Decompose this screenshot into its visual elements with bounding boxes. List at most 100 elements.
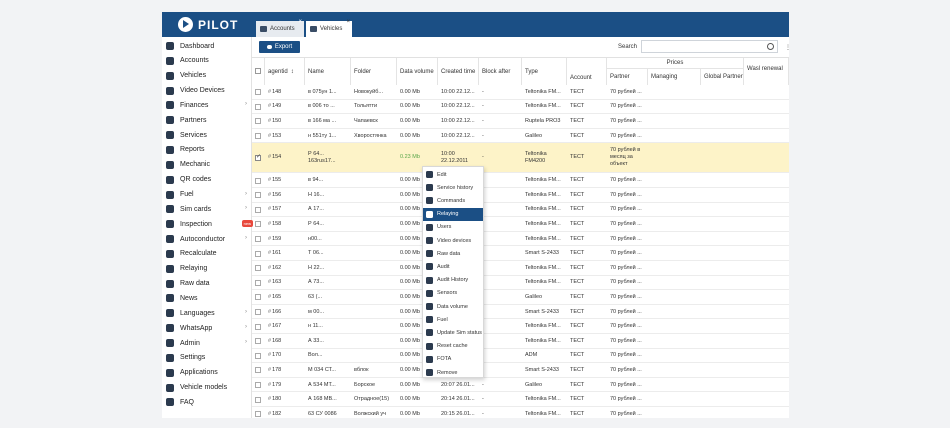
sidebar-item-services[interactable]: Services — [165, 128, 251, 142]
header-name[interactable]: Name — [305, 58, 351, 85]
sidebar-item-whatsapp[interactable]: WhatsApp › — [165, 321, 251, 335]
sidebar-item-vehicle-models[interactable]: Vehicle models — [165, 381, 251, 395]
table-row[interactable]: #150 в 166 ма ... Чапаевск 0.00 Mb 10:00 22.… — [252, 114, 789, 129]
table-row[interactable]: #182 63 СУ 0086 Волжский уч 0.00 Mb 20:15 26… — [252, 407, 789, 418]
header-managing[interactable]: Managing — [648, 69, 701, 85]
header-account[interactable]: Account — [570, 74, 592, 81]
sidebar-item-settings[interactable]: Settings — [165, 351, 251, 365]
sidebar-item-raw-data[interactable]: Raw data — [165, 277, 251, 291]
sidebar-item-autoconductor[interactable]: Autoconductor › — [165, 232, 251, 246]
menu-item-commands[interactable]: Commands — [423, 194, 483, 207]
header-global-partner[interactable]: Global Partner — [701, 69, 744, 85]
row-checkbox[interactable] — [255, 89, 261, 96]
sidebar-item-faq[interactable]: FAQ — [165, 395, 251, 409]
sort-icon[interactable]: ↕ — [290, 68, 294, 75]
search-input[interactable] — [641, 40, 778, 53]
row-checkbox[interactable] — [255, 192, 261, 199]
menu-item-relaying[interactable]: Relaying — [423, 207, 483, 221]
menu-item-audit-history[interactable]: Audit History — [423, 274, 483, 287]
tab-accounts[interactable]: Accounts × — [256, 19, 304, 37]
row-checkbox[interactable] — [255, 382, 261, 389]
sidebar-item-languages[interactable]: Languages › — [165, 306, 251, 320]
sidebar-item-partners[interactable]: Partners — [165, 113, 251, 127]
sidebar-item-applications[interactable]: Applications — [165, 366, 251, 380]
header-created-time[interactable]: Created time — [438, 58, 479, 85]
header-partner[interactable]: Partner — [607, 69, 648, 85]
table-row[interactable]: #148 в 075ун 1... Новокуйб... 0.00 Mb 10:00 … — [252, 85, 789, 100]
row-checkbox[interactable] — [255, 338, 261, 345]
sidebar-item-news[interactable]: News — [165, 291, 251, 305]
select-all-checkbox[interactable] — [255, 68, 261, 74]
sidebar-item-inspection[interactable]: Inspection new — [165, 217, 253, 231]
header-wasl-renewal[interactable]: Wasl renewal — [744, 58, 789, 85]
menu-item-data-volume[interactable]: Data volume — [423, 300, 483, 313]
row-checkbox[interactable] — [255, 265, 261, 272]
sidebar-item-recalculate[interactable]: Recalculate — [165, 247, 251, 261]
sidebar-item-mechanic[interactable]: Mechanic — [165, 158, 251, 172]
row-checkbox[interactable] — [255, 367, 261, 374]
header-agentid[interactable]: agentid ↕ — [265, 58, 305, 85]
sidebar-item-dashboard[interactable]: Dashboard — [165, 39, 251, 53]
menu-item-update-sim-status[interactable]: Update Sim status — [423, 326, 483, 339]
menu-item-service-history[interactable]: Service history — [423, 181, 483, 194]
sidebar-item-sim-cards[interactable]: Sim cards › — [165, 202, 251, 216]
menu-item-edit[interactable]: Edit — [423, 168, 483, 181]
tab-close-icon[interactable]: × — [346, 19, 350, 25]
menu-item-users[interactable]: Users — [423, 221, 483, 234]
menu-item-fuel[interactable]: Fuel — [423, 313, 483, 326]
menu-item-audit[interactable]: Audit — [423, 260, 483, 273]
header-type[interactable]: Type — [522, 58, 567, 85]
sidebar-item-reports[interactable]: Reports — [165, 143, 251, 157]
row-checkbox[interactable] — [255, 309, 261, 316]
sidebar-item-qr-codes[interactable]: QR codes — [165, 173, 251, 187]
row-checkbox[interactable] — [255, 133, 261, 140]
row-checkbox[interactable] — [255, 221, 261, 228]
row-checkbox[interactable] — [255, 250, 261, 257]
export-button[interactable]: Export — [259, 41, 300, 53]
row-checkbox[interactable] — [255, 396, 261, 403]
header-block-after[interactable]: Block after — [479, 58, 522, 85]
table-row[interactable]: #179 А 534 МТ... Борское 0.00 Mb 20:07 26.01… — [252, 378, 789, 393]
row-checkbox[interactable] — [255, 323, 261, 330]
sidebar-item-relaying[interactable]: Relaying — [165, 262, 251, 276]
row-checkbox[interactable] — [255, 103, 261, 110]
table-row[interactable]: #180 А 168 МВ... Отрадное(15) 0.00 Mb 20:14 … — [252, 392, 789, 407]
search-icon[interactable] — [767, 43, 774, 50]
header-folder[interactable]: Folder — [351, 58, 397, 85]
more-options-icon[interactable]: ⋮ — [785, 45, 789, 51]
tab-close-icon[interactable]: × — [298, 19, 302, 25]
menu-item-raw-data[interactable]: Raw data — [423, 247, 483, 260]
row-checkbox[interactable] — [255, 118, 261, 125]
row-checkbox[interactable] — [255, 279, 261, 286]
sidebar-item-finances[interactable]: Finances › — [165, 98, 251, 112]
tab-vehicles[interactable]: Vehicles × — [306, 19, 352, 37]
menu-item-reset-cache[interactable]: Reset cache — [423, 340, 483, 353]
menu-item-remove[interactable]: Remove — [423, 366, 483, 379]
sidebar-item-admin[interactable]: Admin › — [165, 336, 251, 350]
row-checkbox[interactable] — [255, 206, 261, 213]
table-row[interactable]: #149 в 006 то ... Тольятти 0.00 Mb 10:00 22.… — [252, 100, 789, 115]
menu-item-sensors[interactable]: Sensors — [423, 287, 483, 300]
table-row[interactable]: #153 н 551ту 1... Хворостянка 0.00 Mb 10:00 … — [252, 129, 789, 144]
sidebar-item-fuel[interactable]: Fuel › — [165, 188, 251, 202]
menu-item-video-devices[interactable]: Video devices — [423, 234, 483, 247]
menu-item-fota[interactable]: FOTA — [423, 353, 483, 366]
row-checkbox[interactable] — [255, 352, 261, 359]
row-checkbox[interactable] — [255, 411, 261, 418]
row-checkbox[interactable] — [255, 177, 261, 184]
header-data-volume[interactable]: Data volume — [397, 58, 438, 85]
sidebar-item-accounts[interactable]: Accounts — [165, 54, 251, 68]
